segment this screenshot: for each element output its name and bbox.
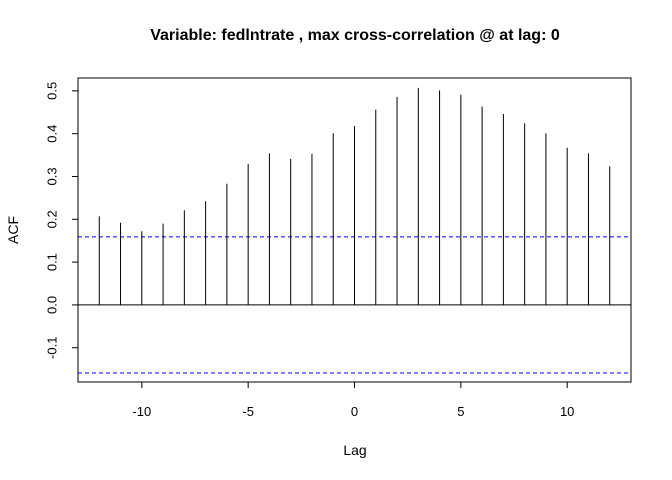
x-tick-label: -5: [242, 404, 254, 419]
y-tick-label: -0.1: [45, 337, 60, 359]
x-axis: -10 -5 0 5 10: [132, 381, 574, 419]
y-tick-label: 0.1: [45, 253, 60, 271]
x-tick-label: 0: [351, 404, 358, 419]
y-tick-label: 0.0: [45, 296, 60, 314]
bars-group: [78, 87, 631, 374]
y-tick-label: 0.4: [45, 125, 60, 143]
chart-title: Variable: fedlntrate , max cross-correla…: [150, 27, 560, 44]
x-tick-label: 5: [457, 404, 464, 419]
x-tick-label: -10: [132, 404, 151, 419]
y-tick-label: 0.5: [45, 82, 60, 100]
y-axis-label: ACF: [5, 216, 21, 244]
x-tick-label: 10: [560, 404, 574, 419]
y-tick-label: 0.3: [45, 167, 60, 185]
x-axis-label: Lag: [343, 442, 366, 458]
y-tick-label: 0.2: [45, 210, 60, 228]
y-axis: -0.1 0.0 0.1 0.2 0.3 0.4 0.5: [45, 82, 79, 359]
